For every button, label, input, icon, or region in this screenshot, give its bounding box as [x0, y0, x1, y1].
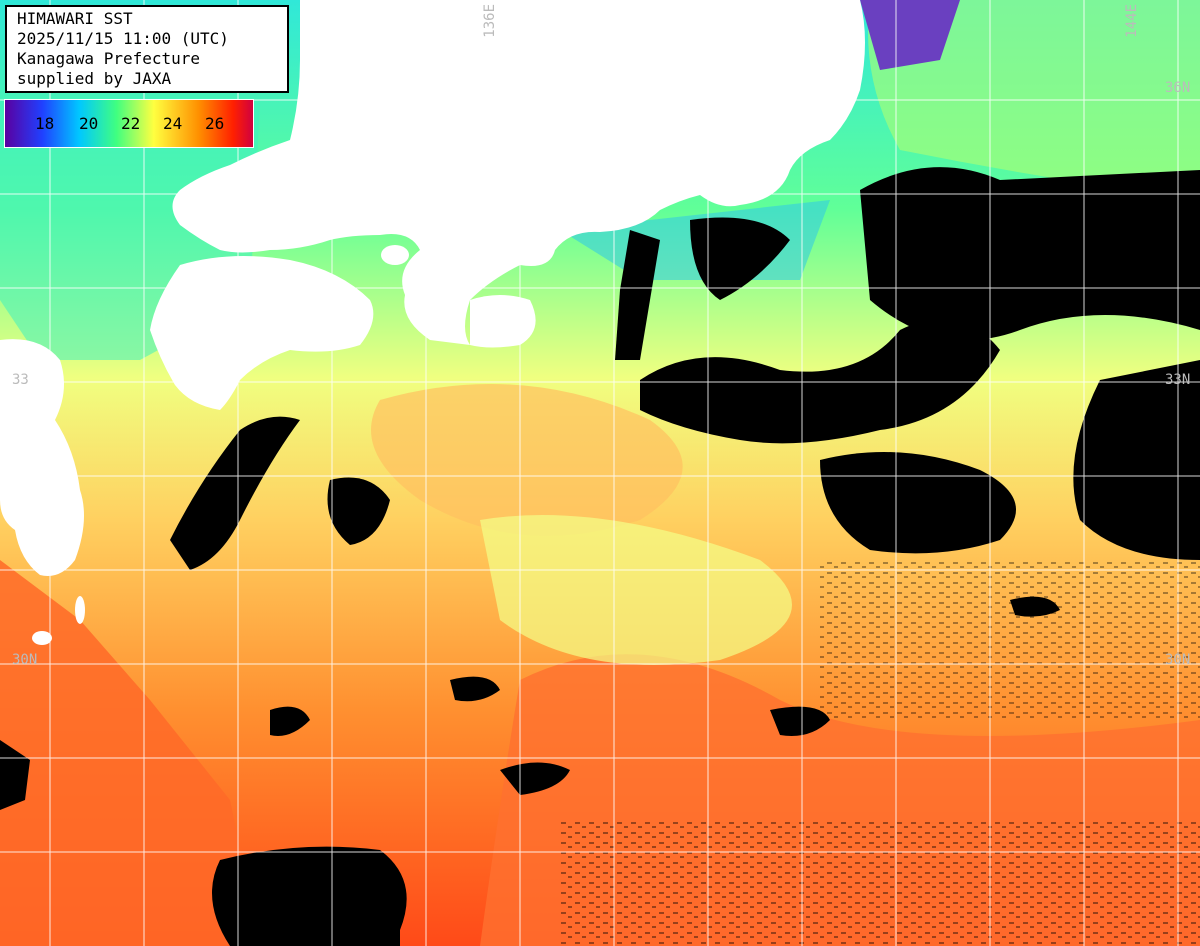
legend-tick-20: 20 — [79, 114, 99, 133]
cloud-speckle-south — [560, 820, 1200, 946]
legend-tick-18: 18 — [35, 114, 55, 133]
cloud-mask — [0, 167, 1200, 946]
lat-label-33-left: 33 — [12, 372, 29, 388]
supplier-credit: supplied by JAXA — [17, 69, 172, 88]
info-box: HIMAWARI SST 2025/11/15 11:00 (UTC) Kana… — [5, 5, 289, 93]
temperature-legend: 18 20 22 24 26 — [4, 99, 254, 148]
product-title: HIMAWARI SST — [17, 9, 133, 28]
legend-tick-24: 24 — [163, 114, 183, 133]
lat-label-30n-left: 30N — [12, 652, 38, 668]
lon-label-144e: 144E — [1124, 4, 1140, 38]
cloud-speckle-east — [820, 560, 1200, 720]
lon-label-136e: 136E — [482, 4, 498, 38]
legend-tick-22: 22 — [121, 114, 141, 133]
lat-label-36n: 36N — [1165, 80, 1191, 96]
timestamp: 2025/11/15 11:00 (UTC) — [17, 29, 229, 48]
legend-tick-26: 26 — [205, 114, 225, 133]
lat-label-33n-right: 33N — [1165, 372, 1191, 388]
land-mass — [0, 0, 865, 645]
region-label: Kanagawa Prefecture — [17, 49, 201, 68]
legend-color-bar — [5, 100, 253, 147]
lat-label-30n-right: 30N — [1165, 652, 1191, 668]
